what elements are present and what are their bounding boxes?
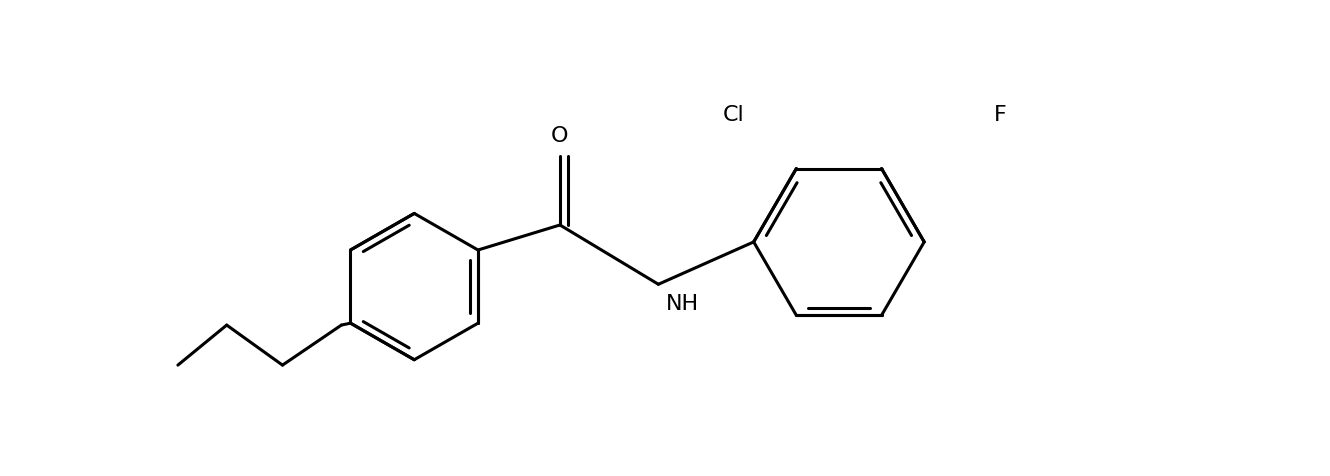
Text: O: O [551, 127, 569, 147]
Text: Cl: Cl [722, 105, 745, 125]
Text: NH: NH [666, 294, 700, 314]
Text: F: F [994, 105, 1007, 125]
